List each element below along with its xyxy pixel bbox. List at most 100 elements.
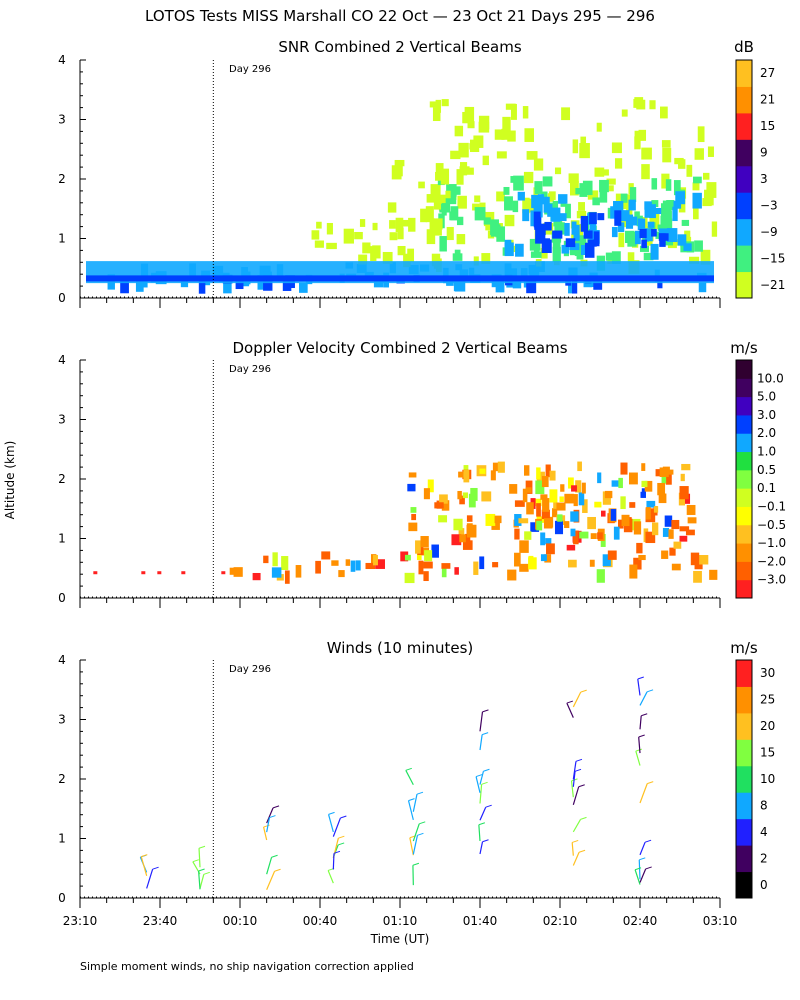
wind-barb-flag [580,689,587,693]
snr-cell [611,226,618,238]
doppler-cell [661,550,669,559]
snr-cell [372,245,381,259]
doppler-cell [690,552,700,566]
snr-cell [326,222,333,235]
snr-cell [440,168,450,185]
doppler-cell [221,571,226,575]
snr-cell [693,176,702,184]
wind-barb [412,823,420,842]
doppler-cell [655,469,662,477]
doppler-cell [454,567,459,575]
doppler-cell [671,563,681,571]
snr-cell [694,148,704,160]
y-tick-label: 0 [58,591,66,605]
snr-panel-title: SNR Combined 2 Vertical Beams [278,38,521,56]
colorbar-swatch [736,378,752,398]
snr-cell [613,200,624,215]
colorbar-label: −1.0 [757,536,786,550]
doppler-cell [698,555,709,565]
doppler-cell [491,519,500,530]
doppler-cell [597,532,603,540]
doppler-cell [463,465,469,472]
wind-barb-flag [645,866,652,870]
colorbar-swatch [736,112,752,140]
wind-barb-flag [580,816,587,820]
doppler-cell [490,470,496,481]
doppler-cell [571,485,577,492]
doppler-cell [673,541,682,549]
doppler-cell [404,572,415,584]
doppler-cell [457,490,462,500]
snr-cell [467,121,475,129]
x-tick-label: 01:40 [463,914,498,928]
wind-barb-flag [482,709,489,713]
doppler-cell [271,567,282,578]
doppler-cell [607,550,617,560]
wind-barb [638,859,641,880]
colorbar-label: −2.0 [757,554,786,568]
doppler-cell [466,515,473,522]
doppler-cell [636,542,643,554]
colorbar-label: 3.0 [757,408,776,422]
snr-cell [418,181,425,189]
snr-colorbar: −21 −15 −9 −3 3 9 15 21 27 [735,59,785,299]
wind-barb [412,794,418,812]
snr-cell [523,171,534,184]
doppler-cell [564,493,574,504]
colorbar-swatch [736,451,752,471]
snr-cell [660,203,671,219]
wind-barb-flag [481,781,488,785]
doppler-cell [541,509,550,520]
snr-cell [711,221,718,237]
doppler-cell [629,564,638,579]
snr-cell [450,150,461,160]
x-axis-label: Time (UT) [370,932,430,946]
snr-cell [599,179,609,193]
wind-barb [634,869,641,885]
snr-cell [459,166,470,174]
doppler-cell [479,468,486,474]
doppler-cell [620,496,626,510]
wind-barb [479,771,485,785]
snr-cell [314,240,324,248]
snr-cell [457,195,467,209]
doppler-cell [570,528,576,537]
wind-barb-flag [338,835,345,839]
snr-cell [299,282,308,293]
snr-cell [611,251,621,264]
snr-cell [634,136,641,150]
snr-cell [408,217,416,232]
y-tick-label: 3 [58,413,66,427]
snr-cell [441,99,449,107]
colorbar-swatch [736,165,752,193]
doppler-cell [418,560,424,575]
doppler-day-marker-label: Day 296 [229,364,271,375]
snr-cell [135,277,144,292]
y-tick-label: 1 [58,232,66,246]
doppler-cell [679,535,688,542]
doppler-cell [355,560,361,571]
doppler-cell [524,531,532,540]
snr-cell [432,225,442,236]
snr-cell [558,194,568,204]
snr-cell [576,244,584,260]
colorbar-label: 0 [760,878,768,892]
wind-barb [327,814,334,833]
snr-cell [649,204,656,219]
snr-cell [700,249,711,265]
snr-cell [466,167,474,175]
snr-cell [568,173,579,184]
wind-barb [266,807,274,824]
wind-barb-flag [333,850,341,854]
doppler-cell [411,513,417,521]
wind-barb-flag [328,811,335,815]
snr-cell [575,235,587,251]
snr-cell [141,280,148,288]
doppler-cell [542,498,550,512]
colorbar-swatch [736,871,752,899]
snr-cell [343,228,354,244]
snr-cell [615,193,621,201]
snr-cell [605,252,616,261]
doppler-cell [645,531,656,544]
